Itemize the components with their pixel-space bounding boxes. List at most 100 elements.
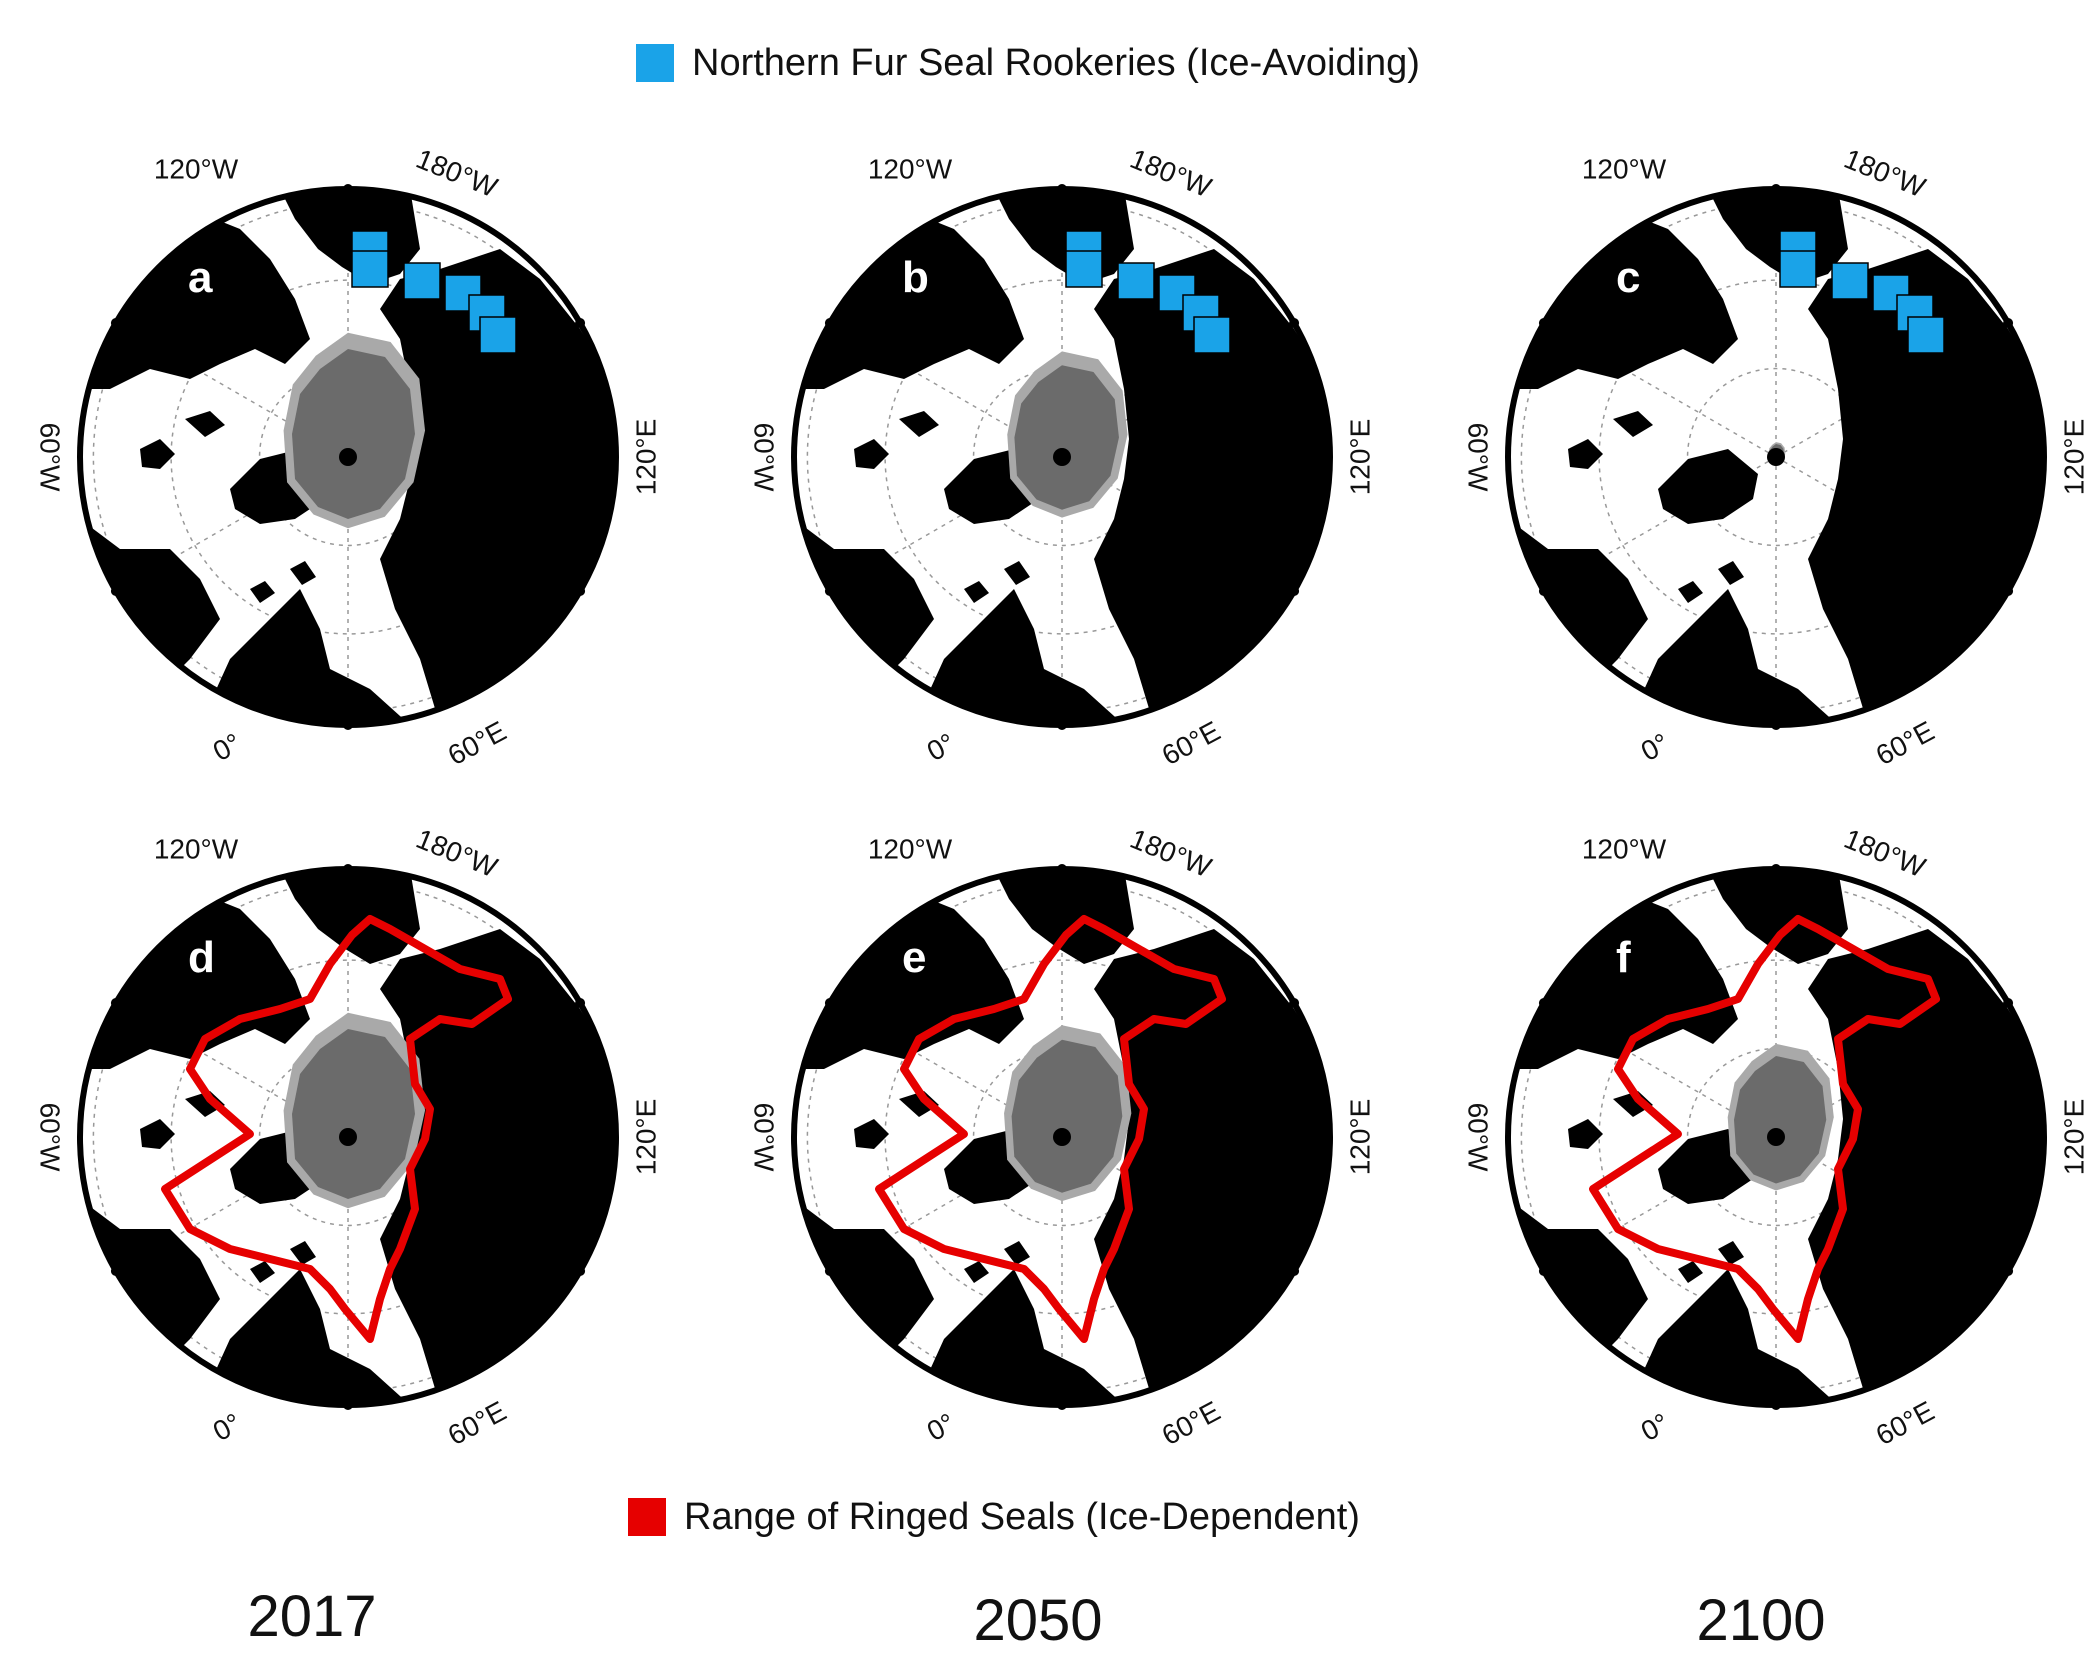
panel-letter-a: a [188,253,213,302]
tick-mark [110,586,121,596]
tick-mark [110,318,121,328]
axis-label: 120°W [868,153,953,184]
tick-mark [575,1266,586,1276]
axis-label: 120°W [154,153,239,184]
tick-mark [1771,1400,1781,1410]
tick-mark [1538,586,1549,596]
island [250,581,275,603]
island [1718,561,1744,585]
axis-label: 0° [922,1407,960,1447]
axis-label: 180°W [1126,143,1216,204]
north-pole-marker [1767,448,1785,466]
island [290,561,316,585]
tick-mark [1057,184,1067,194]
fur-seal-rookery [351,250,389,288]
island [140,439,175,469]
map-panel-c: c 120°W 180°W 60°W 120°E 0° 60°E [1463,143,2090,771]
ringed-seal-range [161,915,512,1343]
blue-square-icon [636,44,674,82]
island [140,1119,175,1149]
axis-label: 0° [208,727,246,767]
axis-label: 60°E [443,1395,511,1451]
axis-label: 120°E [2058,419,2089,496]
land-mass [1094,929,1330,1405]
island [1189,529,1206,553]
tick-mark [824,318,835,328]
tick-mark [1057,720,1067,730]
fur-seal-rookery [1065,250,1103,288]
island [1004,1241,1030,1265]
axis-label: 180°W [1840,143,1930,204]
land-mass [914,589,1124,725]
island [1568,1119,1603,1149]
panel-letter-e: e [902,933,926,982]
north-pole-marker [339,448,357,466]
axis-label: 120°W [868,833,953,864]
north-pole-marker [339,1128,357,1146]
ringed-seal-range [875,915,1226,1343]
map-panel-d: d 120°W 180°W 60°W 120°E 0° 60°E [35,823,662,1451]
axis-label: 60°E [1871,1395,1939,1451]
island [475,529,492,553]
land-mass [1094,249,1330,725]
tick-mark [824,586,835,596]
tick-mark [343,1400,353,1410]
axis-label: 120°E [1344,419,1375,496]
tick-mark [343,720,353,730]
north-pole-marker [1053,1128,1071,1146]
panel-letter-c: c [1616,253,1640,302]
axis-label: 60°E [1871,715,1939,771]
map-panel-b: b 120°W 180°W 60°W 120°E 0° 60°E [749,143,1376,771]
tick-mark [2003,1266,2014,1276]
map-panel-a: a 120°W 180°W 60°W 120°E 0° 60°E [35,143,662,771]
island [1568,439,1603,469]
tick-mark [2003,998,2014,1008]
fur-seal-rookery [1779,250,1817,288]
tick-mark [2003,318,2014,328]
tick-mark [1057,864,1067,874]
tick-mark [824,1266,835,1276]
land-mass [1808,249,2044,725]
fur-seal-rookery [1831,262,1869,300]
axis-label: 120°E [630,419,661,496]
axis-label: 180°W [1840,823,1930,884]
axis-label: 120°E [2058,1099,2089,1176]
axis-label: 120°W [154,833,239,864]
axis-label: 120°E [630,1099,661,1176]
axis-label: 0° [1636,1407,1674,1447]
tick-mark [343,864,353,874]
tick-mark [343,184,353,194]
island [1613,1091,1653,1117]
axis-label: 180°W [412,823,502,884]
sea-ice-core [1014,365,1119,510]
ringed-seal-range [1589,915,1940,1343]
year-label-2050: 2050 [973,1588,1103,1653]
map-panel-e: e 120°W 180°W 60°W 120°E 0° 60°E [749,823,1376,1451]
island [250,1261,275,1283]
tick-mark [1771,720,1781,730]
island [1718,1241,1744,1265]
island [1613,411,1653,437]
island [899,1091,939,1117]
fur-seal-rookery [479,316,517,354]
tick-mark [1538,1266,1549,1276]
land-mass [1708,869,1848,964]
legend-fur-seal: Northern Fur Seal Rookeries (Ice-Avoidin… [636,44,1420,82]
tick-mark [2003,586,2014,596]
panel-letter-f: f [1616,933,1631,982]
legend-fur-seal-label: Northern Fur Seal Rookeries (Ice-Avoidin… [692,42,1420,84]
sea-ice-core [292,1029,415,1199]
axis-label: 0° [922,727,960,767]
tick-mark [1538,998,1549,1008]
sea-ice-core [1734,1056,1827,1184]
island [899,411,939,437]
tick-mark [1771,184,1781,194]
island [185,411,225,437]
axis-label: 60°E [443,715,511,771]
axis-label: 120°W [1582,833,1667,864]
island [290,1241,316,1265]
island [854,1119,889,1149]
fur-seal-rookery [403,262,441,300]
island [854,439,889,469]
land-mass [994,869,1134,964]
